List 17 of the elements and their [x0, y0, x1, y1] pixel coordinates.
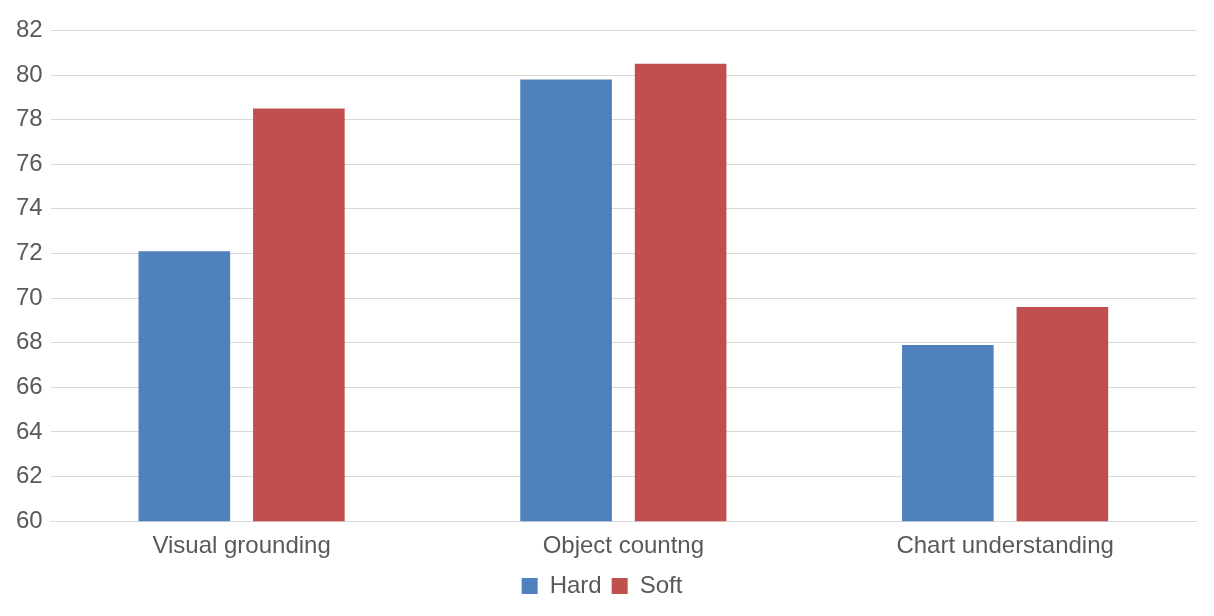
y-tick-label: 78 [15, 104, 43, 132]
y-tick-label: 66 [15, 371, 43, 399]
y-tick-label: 62 [15, 461, 43, 489]
y-tick-label: 70 [15, 282, 43, 310]
y-tick-label: 60 [15, 505, 43, 533]
legend-label: Soft [639, 570, 683, 598]
y-tick-label: 68 [15, 327, 43, 355]
y-tick-label: 80 [15, 59, 43, 87]
y-tick-label: 74 [15, 193, 43, 221]
y-tick-label: 82 [15, 15, 43, 43]
x-tick-label: Visual grounding [152, 531, 331, 559]
y-tick-label: 64 [15, 416, 43, 444]
x-tick-label: Chart understanding [896, 531, 1114, 559]
x-tick-label: Object countng [542, 531, 705, 559]
legend-label: Hard [549, 570, 602, 598]
y-tick-label: 76 [15, 148, 43, 176]
y-tick-label: 72 [15, 238, 43, 266]
